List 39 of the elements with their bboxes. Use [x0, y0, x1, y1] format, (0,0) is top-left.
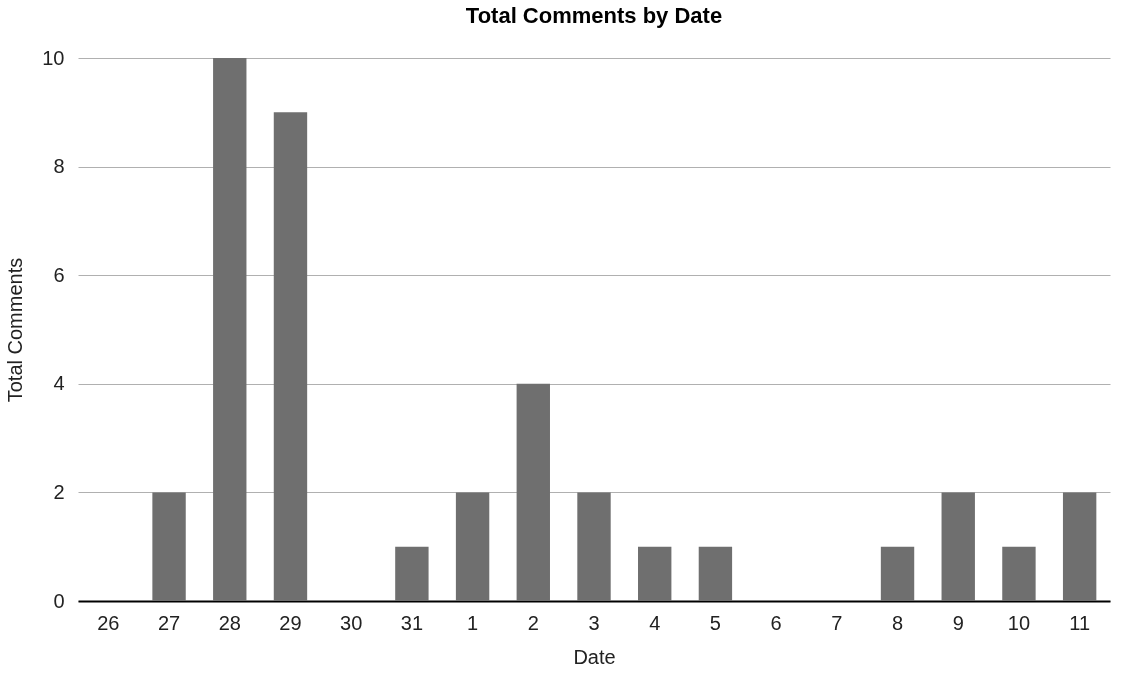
- bar: [698, 546, 733, 601]
- bar: [273, 112, 308, 601]
- y-axis-title: Total Comments: [4, 257, 27, 403]
- x-tick-label: 6: [770, 611, 782, 634]
- y-tick-label: 10: [42, 46, 65, 69]
- bar: [577, 492, 611, 601]
- y-tick-label: 4: [53, 372, 65, 395]
- x-tick-label: 26: [97, 611, 120, 634]
- x-tick-label: 8: [891, 611, 904, 634]
- bar: [213, 58, 247, 601]
- bar: [1002, 546, 1036, 601]
- x-tick-label: 3: [588, 611, 600, 634]
- x-tick-label: 27: [157, 611, 181, 634]
- y-tick-label: 6: [53, 263, 65, 286]
- x-tick-label: 28: [218, 611, 241, 634]
- x-tick-label: 30: [340, 611, 363, 634]
- y-tick-label: 2: [53, 480, 65, 503]
- x-tick-label: 11: [1069, 611, 1091, 634]
- bar: [1062, 492, 1097, 601]
- x-tick-label: 1: [467, 611, 479, 634]
- x-tick-label: 31: [400, 611, 424, 634]
- x-axis-title: Date: [573, 645, 616, 668]
- bar: [516, 383, 550, 601]
- y-tick-label: 8: [53, 155, 65, 178]
- bar: [395, 546, 429, 601]
- bar: [638, 546, 672, 601]
- bar: [455, 492, 490, 601]
- bar: [880, 546, 915, 601]
- chart-title: Total Comments by Date: [465, 3, 723, 28]
- x-tick-label: 4: [649, 611, 661, 634]
- x-tick-label: 2: [527, 611, 539, 634]
- bar: [941, 492, 975, 601]
- y-tick-label: 0: [53, 589, 65, 612]
- x-tick-label: 5: [709, 611, 721, 634]
- bar: [152, 492, 186, 601]
- x-tick-label: 29: [279, 611, 302, 634]
- x-tick-label: 7: [831, 611, 843, 634]
- x-tick-label: 10: [1007, 611, 1031, 634]
- x-tick-label: 9: [952, 611, 964, 634]
